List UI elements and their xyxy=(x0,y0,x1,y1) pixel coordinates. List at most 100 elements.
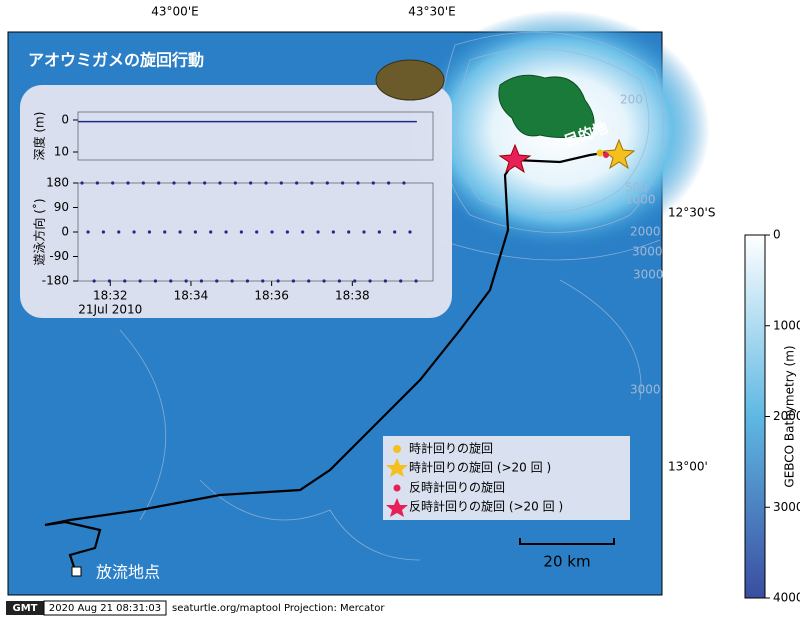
plot-frame xyxy=(77,182,434,282)
heading-point xyxy=(153,279,158,283)
heading-point xyxy=(356,181,360,185)
heading-point xyxy=(310,181,314,185)
contour-label: 3000 xyxy=(633,268,664,282)
y-tick-label: 10 xyxy=(54,145,69,159)
turtle xyxy=(375,59,445,101)
title: アオウミガメの旋回行動 xyxy=(28,51,204,70)
lat-label: 12°30'S xyxy=(668,206,715,220)
heading-point xyxy=(95,181,99,185)
heading-point xyxy=(215,279,219,283)
heading-point xyxy=(199,279,204,283)
heading-point xyxy=(337,279,342,283)
cw-turn xyxy=(596,149,604,157)
heading-point xyxy=(362,230,366,234)
contour-labels: 200 500 1000 2000 3000 3000 3000 xyxy=(620,93,664,397)
plot-frame xyxy=(77,111,434,161)
heading-point xyxy=(402,181,406,185)
heading-point xyxy=(249,181,253,185)
heading-point xyxy=(393,230,397,234)
legend-box xyxy=(383,436,630,520)
timestamp: 2020 Aug 21 08:31:03 xyxy=(49,603,161,614)
heading-point xyxy=(184,279,188,283)
heading-point xyxy=(285,230,289,234)
heading-point xyxy=(353,279,357,283)
y-tick-label: 90 xyxy=(54,200,69,214)
heading-point xyxy=(117,230,121,234)
y-tick-label: -90 xyxy=(49,249,69,263)
release-label: 放流地点 xyxy=(96,563,160,582)
timestamp-box xyxy=(43,600,167,616)
ccw-turn xyxy=(603,152,609,158)
heading-point xyxy=(80,181,84,185)
heading-point xyxy=(218,181,222,185)
y-tick-label: 2000 xyxy=(773,409,800,423)
island xyxy=(498,74,595,138)
heading-point xyxy=(224,230,228,234)
legend-symbol xyxy=(393,484,401,492)
heading-point xyxy=(377,230,381,234)
credit: seaturtle.org/maptool Projection: Mercat… xyxy=(172,603,385,614)
heading-point xyxy=(387,181,391,185)
colorbar xyxy=(744,234,766,599)
heading-point xyxy=(325,181,329,185)
y-tick-label: 3000 xyxy=(773,500,800,514)
y-tick-label: -180 xyxy=(42,274,69,288)
heading-point xyxy=(295,181,299,185)
heading-point xyxy=(111,181,115,185)
lon-label: 43°00'E xyxy=(151,5,198,19)
heading-point xyxy=(414,279,418,283)
legend-label: 時計回りの旋回 (>20 回 ) xyxy=(409,460,551,475)
y-tick-label: 0 xyxy=(61,225,69,239)
heading-point xyxy=(322,279,326,283)
heading-point xyxy=(276,279,280,283)
y-tick-label: 0 xyxy=(61,113,69,127)
heading-point xyxy=(371,181,375,185)
lon-label: 43°30'E xyxy=(408,5,455,19)
heading-point xyxy=(172,181,176,185)
heading-point xyxy=(307,279,311,283)
release-marker xyxy=(71,566,82,577)
heading-point xyxy=(230,279,234,283)
heading-point xyxy=(383,279,387,283)
x-tick-label: 18:38 xyxy=(335,289,370,303)
heading-point xyxy=(245,279,250,283)
heading-point xyxy=(107,279,112,283)
legend-symbol xyxy=(386,498,408,517)
contour-label: 2000 xyxy=(630,225,661,239)
x-tick-label: 18:32 xyxy=(93,289,128,303)
heading-point xyxy=(132,230,136,234)
heading-point xyxy=(187,181,191,185)
heading-point xyxy=(316,230,320,234)
date-label: 21Jul 2010 xyxy=(78,303,142,317)
cw-star xyxy=(602,138,636,170)
y-tick-label: 0 xyxy=(773,228,781,242)
heading-point xyxy=(264,181,268,185)
contour-label: 1000 xyxy=(625,193,656,207)
legend-label: 時計回りの旋回 xyxy=(409,441,493,456)
y-tick-label: 180 xyxy=(46,176,69,190)
heading-point xyxy=(101,230,106,234)
gmt-logo-text: GMT xyxy=(13,603,38,614)
heading-point xyxy=(255,230,259,234)
heading-point xyxy=(301,230,305,234)
heading-point xyxy=(138,279,142,283)
heading-point xyxy=(209,230,213,234)
y-axis-label: 深度 (m) xyxy=(32,112,47,161)
heading-point xyxy=(157,181,161,185)
heading-point xyxy=(239,230,243,234)
heading-point xyxy=(408,230,412,234)
heading-point xyxy=(193,230,197,234)
heading-point xyxy=(169,279,173,283)
legend-label: 反時計回りの旋回 xyxy=(409,480,505,495)
lat-label: 13°00' xyxy=(668,460,708,474)
heading-point xyxy=(163,230,167,234)
heading-point xyxy=(86,230,90,234)
heading-point xyxy=(147,230,152,234)
heading-point xyxy=(270,230,274,234)
contour-label: 3000 xyxy=(630,383,661,397)
legend-label: 反時計回りの旋回 (>20 回 ) xyxy=(409,499,563,514)
heading-point xyxy=(368,279,372,283)
heading-point xyxy=(279,181,283,185)
y-tick-label: 1000 xyxy=(773,318,800,332)
